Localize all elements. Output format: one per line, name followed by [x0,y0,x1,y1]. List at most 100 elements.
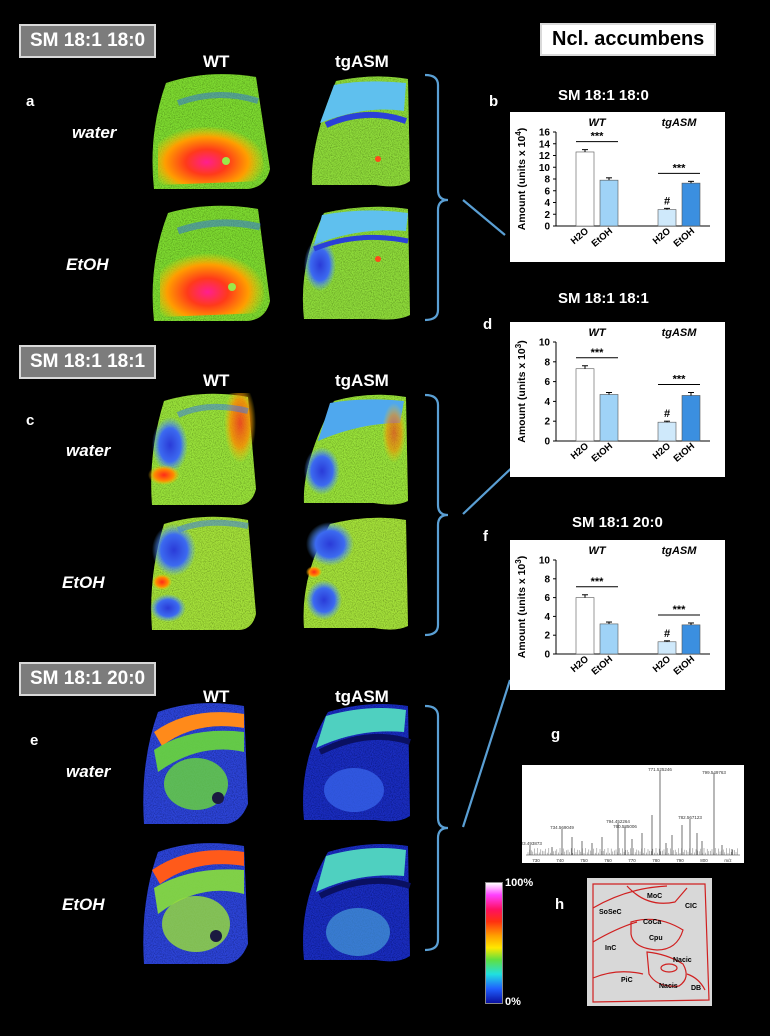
brain-image-tg-etoh-3 [303,844,411,962]
y-axis-label-exponent: 3 [514,343,523,348]
spectrum-peak-label: 771.525246 [648,767,672,772]
bar [599,179,619,227]
x-tick-label: H2O [569,226,591,247]
panel-label-g: g [551,726,561,743]
panel-label-c: c [26,412,35,429]
lipid-title-box-3: SM 18:1 20:0 [19,662,157,696]
x-tick-label: EtOH [672,441,697,465]
brain-image-wt-etoh-2 [150,516,256,630]
spectrum-tick-label: 800 [700,858,708,863]
bar [681,182,701,227]
significance-stars-wt: *** [591,576,605,588]
x-tick-label: EtOH [590,226,615,250]
y-tick-label: 4 [544,397,550,408]
bar [657,421,677,442]
lipid-title-box-2: SM 18:1 18:1 [19,345,157,379]
y-tick-label: 10 [539,556,551,567]
spectrum-tick-label: 740 [556,858,564,863]
spectrum-peak-label: 782.567123 [678,815,702,820]
colorbar-min-label: 0% [505,996,521,1008]
spectrum-tick-label: 780 [652,858,660,863]
y-axis-label-exponent: 3 [514,559,523,564]
bar [681,624,701,655]
y-axis-label: Amount (units x 103) [514,556,528,658]
colorbar [485,882,503,1004]
y-tick-label: 10 [539,338,551,349]
brain-image-tg-water-2 [303,394,408,505]
x-tick-label: EtOH [590,441,615,465]
x-tick-label: H2O [569,654,591,675]
y-axis-label: Amount (units x 104) [514,128,528,230]
row-label-water-3: water [66,762,111,781]
bar [599,623,619,655]
bar [657,209,677,227]
group-label-tgasm: tgASM [662,545,698,557]
hash-marker: # [664,195,670,207]
chart-title-b: SM 18:1 18:0 [558,87,649,104]
connector-1 [462,199,506,236]
chart-title-d: SM 18:1 18:1 [558,290,649,307]
bar [575,151,595,227]
spectrum-peak-label: 794.452264 [606,819,630,824]
y-tick-label: 6 [544,186,550,197]
atlas-label-nacic: Nacic [673,957,692,964]
brain-image-wt-water-3 [143,703,248,824]
row-label-etoh-2: EtOH [62,573,105,592]
x-tick-label: EtOH [672,654,697,678]
panel-label-a: a [26,93,35,110]
group-label-wt: WT [588,327,606,339]
column-header-tgasm-2: tgASM [335,371,389,390]
atlas-panel-h: MoC CIC SoSeC CoCa Cpu InC Nacic PiC Nac… [587,878,712,1006]
y-tick-label: 0 [544,650,550,661]
spectrum-tick-label: 760 [604,858,612,863]
column-header-wt-2: WT [203,371,230,390]
panel-label-b: b [489,93,499,110]
atlas-label-cic: CIC [685,903,697,910]
y-tick-label: 2 [544,417,550,428]
spectrum-tick-label: 770 [628,858,636,863]
spectrum-peak-label: 723.493873 [522,841,542,846]
spectrum-tick-label: 730 [532,858,540,863]
brain-image-tg-etoh-1 [302,206,410,320]
y-axis-label: Amount (units x 103) [514,340,528,442]
atlas-label-moc: MoC [647,893,662,900]
panel-label-h: h [555,896,565,913]
atlas-label-cpu: Cpu [649,935,663,942]
connector-3 [461,679,512,828]
colorbar-max-label: 100% [505,877,534,889]
chart-panel-b: 0 2 4 6 8 10 12 14 16 Amount (units x 104) WT tgASM… [510,112,725,262]
group-label-wt: WT [588,117,606,129]
atlas-label-sosec: SoSeC [599,909,622,916]
y-tick-label: 8 [544,574,550,585]
row-label-water-2: water [66,441,111,460]
y-tick-label: 0 [544,437,550,448]
lipid-title-box-1: SM 18:1 18:0 [19,24,157,58]
column-header-tgasm-3: tgASM [335,687,389,706]
x-tick-label: H2O [651,654,673,675]
row-label-etoh-3: EtOH [62,895,105,914]
y-tick-label: 2 [544,210,550,221]
column-header-tgasm-1: tgASM [335,52,389,71]
column-header-wt-3: WT [203,687,230,706]
y-tick-label: 10 [539,163,551,174]
mass-spectrum-g: 730 740 750 760 770 780 790 800 m/z 771.525246 799… [518,767,740,863]
y-axis-label-close: ) [516,128,528,132]
y-tick-label: 6 [544,593,550,604]
y-tick-label: 8 [544,175,550,186]
row-label-etoh-1: EtOH [66,255,109,274]
bar [575,368,595,442]
brain-image-wt-water-2 [148,393,256,505]
brain-image-tg-water-3 [303,704,411,822]
spectrum-peak-label: 734.569049 [550,825,574,830]
y-axis-label-exponent: 4 [514,131,523,136]
brain-image-tg-water-1 [311,76,410,187]
y-axis-label-close: ) [516,340,528,344]
panel-label-d: d [483,316,493,333]
column-header-wt-1: WT [203,52,230,71]
significance-stars-tgasm: *** [673,373,687,385]
group-label-tgasm: tgASM [662,327,698,339]
brace-2 [424,393,449,637]
x-tick-label: H2O [651,441,673,462]
region-title-box: Ncl. accumbens [540,23,717,56]
